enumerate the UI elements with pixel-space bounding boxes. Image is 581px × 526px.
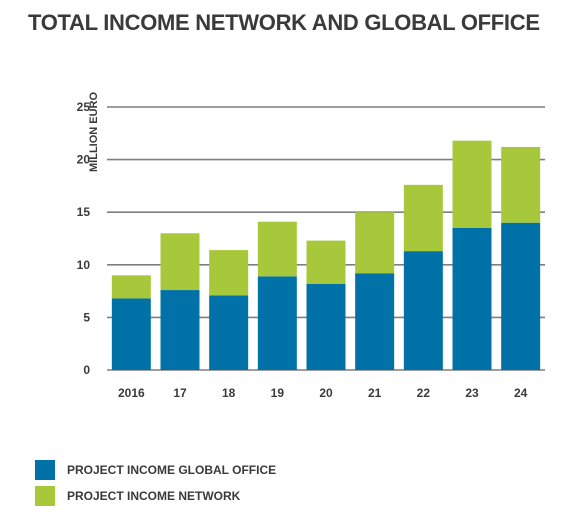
bar-network-17 [160,233,200,291]
bar-global-office-24 [501,222,541,370]
y-tick-label: 10 [77,258,91,272]
x-tick-label: 2016 [118,386,145,400]
x-tick-label: 20 [319,386,333,400]
legend: PROJECT INCOME GLOBAL OFFICE PROJECT INC… [35,458,276,510]
bar-global-office-2016 [111,298,151,370]
y-tick-label: 20 [77,153,91,167]
x-tick-label: 21 [368,386,382,400]
bar-network-18 [209,250,249,296]
legend-swatch-global-office [35,460,55,480]
chart-title: TOTAL INCOME NETWORK AND GLOBAL OFFICE [28,10,540,35]
bar-global-office-20 [306,283,346,370]
bar-global-office-17 [160,290,200,370]
legend-label-global-office: PROJECT INCOME GLOBAL OFFICE [67,463,277,477]
bar-global-office-23 [452,227,492,370]
y-tick-label: 5 [83,310,90,324]
y-tick-label: 25 [77,100,91,114]
x-tick-label: 18 [222,386,236,400]
x-tick-label: 17 [173,386,187,400]
bar-network-21 [355,212,395,274]
x-tick-label: 19 [271,386,285,400]
bar-global-office-18 [209,295,249,370]
legend-item-network: PROJECT INCOME NETWORK [35,484,276,508]
stacked-bar-chart: 0 5 10 15 20 25 2016 17 18 19 20 21 22 23 24 [77,100,545,400]
x-tick-label: 23 [465,386,479,400]
legend-swatch-network [35,486,55,506]
legend-label-network: PROJECT INCOME NETWORK [67,489,241,503]
legend-item-global-office: PROJECT INCOME GLOBAL OFFICE [35,458,276,482]
x-tick-label: 22 [417,386,431,400]
bar-network-23 [452,140,492,228]
bar-global-office-21 [355,273,395,370]
y-tick-label: 0 [83,363,90,377]
bar-global-office-22 [403,251,443,370]
x-tick-label: 24 [514,386,528,400]
bar-network-24 [501,146,541,223]
bar-network-2016 [111,275,151,299]
bar-global-office-19 [257,276,297,370]
bar-network-20 [306,240,346,284]
bar-network-19 [257,221,297,277]
y-tick-label: 15 [77,205,91,219]
bar-network-22 [403,184,443,252]
